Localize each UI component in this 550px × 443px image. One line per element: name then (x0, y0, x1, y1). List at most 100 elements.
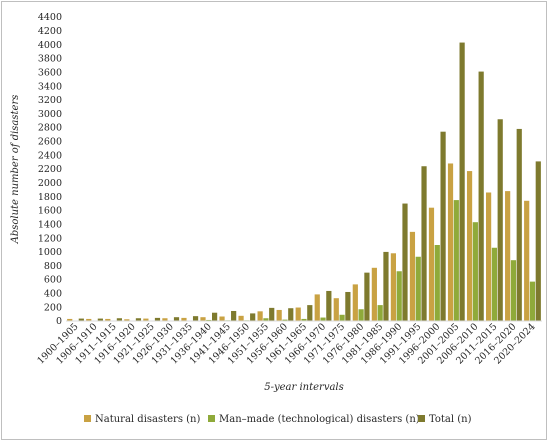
bar (282, 319, 288, 321)
bar (524, 200, 530, 321)
y-tick-label: 2400 (38, 150, 62, 161)
bar (505, 191, 511, 321)
y-tick-label: 3600 (38, 67, 62, 78)
y-tick-label: 2800 (38, 123, 62, 134)
y-tick-label: 3400 (38, 81, 62, 92)
y-tick-label: 4000 (38, 40, 62, 51)
y-axis: 0 200 400 600 800 1000 1200 1400 1600 1800 2000 220… (38, 12, 62, 327)
bar (162, 318, 168, 321)
bar (192, 316, 199, 321)
y-tick-label: 3000 (38, 109, 62, 120)
bar (535, 161, 541, 321)
bar (447, 163, 454, 321)
y-tick-label: 1600 (38, 206, 62, 217)
bar (78, 318, 84, 321)
bar (402, 203, 408, 321)
bar (219, 316, 225, 321)
y-tick-label: 200 (44, 302, 62, 313)
y-tick-label: 4200 (38, 26, 62, 37)
bar (428, 207, 435, 321)
legend-swatch (418, 415, 425, 422)
legend-entry-label: Natural disasters (n) (95, 414, 200, 425)
bar (339, 314, 345, 321)
y-tick-label: 1200 (38, 233, 62, 244)
bar (345, 291, 351, 321)
bar (390, 253, 396, 321)
bar (352, 284, 358, 321)
bar (288, 308, 294, 321)
bar (105, 318, 111, 321)
y-tick-label: 1800 (38, 192, 62, 203)
y-tick-label: 600 (44, 275, 62, 286)
bar (434, 245, 440, 321)
bar (364, 272, 370, 321)
y-tick-label: 1400 (38, 219, 62, 230)
bar (415, 256, 421, 321)
bar (383, 251, 389, 321)
bar (326, 290, 332, 321)
bar (516, 128, 522, 321)
bar (510, 260, 517, 321)
bar (301, 318, 307, 321)
bar (238, 315, 244, 321)
bar (295, 307, 301, 321)
y-tick-label: 2000 (38, 178, 62, 189)
bar (67, 318, 73, 321)
y-tick-label: 2600 (38, 137, 62, 148)
bar (472, 222, 478, 321)
bar (257, 311, 263, 321)
bar (320, 317, 326, 321)
x-axis: 1900–19051906–19101911–19151916–19201921… (35, 320, 542, 367)
bar (491, 247, 497, 321)
bar (358, 309, 364, 321)
bar (307, 305, 313, 321)
bar (333, 298, 339, 321)
bar (154, 317, 161, 321)
bar (86, 318, 92, 321)
legend-swatch (208, 415, 215, 422)
bar (143, 318, 149, 321)
y-tick-label: 3800 (38, 54, 62, 65)
bar (269, 307, 275, 321)
bar (409, 231, 416, 321)
bar (263, 318, 269, 321)
bar (250, 313, 256, 321)
bar (466, 171, 473, 321)
y-tick-label: 400 (44, 289, 62, 300)
bars (67, 42, 541, 322)
legend-swatch (84, 415, 91, 422)
y-tick-label: 4400 (38, 12, 62, 23)
bar (486, 192, 492, 321)
bar (206, 319, 212, 321)
bar (497, 119, 503, 321)
bar (212, 312, 218, 321)
bar (440, 131, 446, 321)
bar (421, 166, 427, 321)
bar (453, 200, 459, 321)
x-axis-title: 5-year intervals (264, 382, 344, 393)
bar (135, 318, 142, 321)
bar (231, 310, 237, 321)
bar (200, 317, 206, 321)
y-tick-label: 3200 (38, 95, 62, 106)
bar (276, 309, 282, 321)
bar (459, 42, 465, 322)
bar (181, 317, 187, 321)
y-tick-label: 1000 (38, 247, 62, 258)
y-tick-label: 800 (44, 261, 62, 272)
legend-entry-label: Man–made (technological) disasters (n) (219, 414, 420, 425)
y-axis-title: Absolute number of disasters (10, 95, 21, 245)
legend: Natural disasters (n) Man–made (technolog… (84, 414, 472, 425)
bar (116, 318, 122, 321)
bar (396, 271, 402, 321)
bar (478, 71, 484, 321)
bar (124, 319, 130, 321)
bar (314, 294, 320, 321)
y-tick-label: 0 (56, 316, 62, 327)
bar (173, 317, 180, 321)
bar (371, 267, 377, 321)
y-tick-label: 2200 (38, 164, 62, 175)
bar (97, 318, 103, 321)
